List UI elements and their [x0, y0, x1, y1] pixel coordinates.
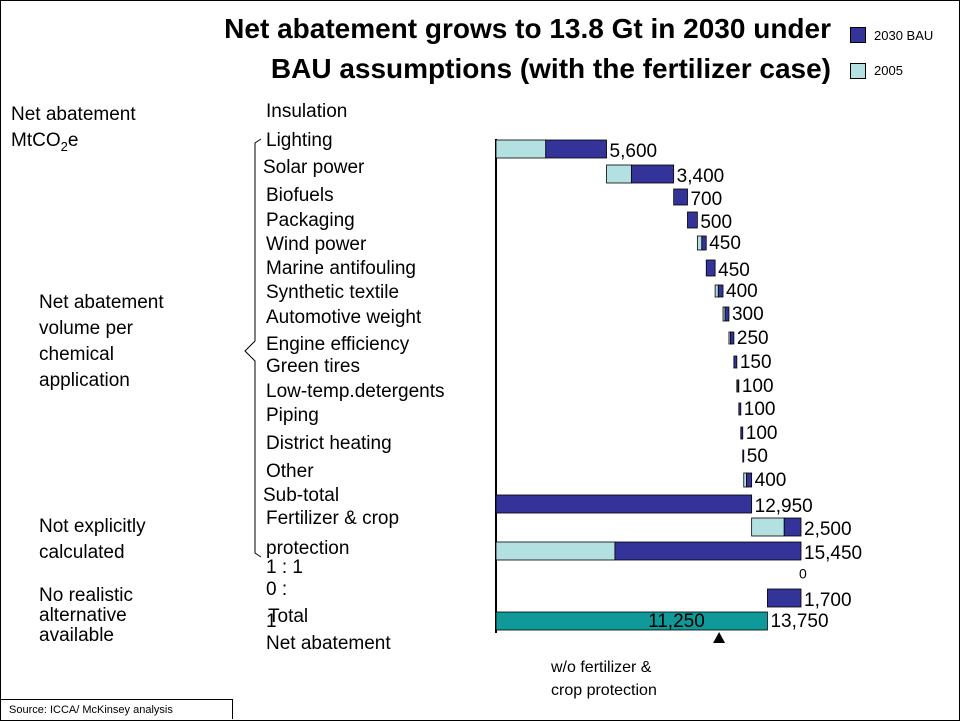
data-label-8: 250 — [737, 328, 769, 349]
row-label-automotive-weight: Automotive weight — [266, 307, 422, 328]
row-label-wind-power: Wind power — [266, 234, 367, 255]
row-label-sub-total: Sub-total — [263, 485, 340, 506]
data-label-1: 3,400 — [677, 166, 725, 187]
waterfall-bar-bau-2 — [673, 188, 688, 206]
row-label-total: Total — [268, 606, 309, 627]
row-label-low-temp-detergents: Low-temp.detergents — [266, 381, 445, 402]
waterfall-bar-bau-12 — [740, 426, 744, 440]
data-label-9: 150 — [740, 352, 772, 373]
row-label-ratio-1: 1 — [266, 611, 277, 632]
group-label-no-alternative: No realistic alternative available — [39, 585, 133, 646]
row-label-ratio-1-1: 1 : 1 — [266, 557, 303, 578]
waterfall-bar-bau-16 — [783, 517, 802, 537]
data-label-14: 400 — [755, 470, 787, 491]
row-label-fertilizer-line-2: protection — [266, 538, 350, 559]
waterfall-bar-bau-11 — [738, 402, 742, 416]
row-label-marine-antifouling: Marine antifouling — [266, 258, 416, 279]
data-label-16: 2,500 — [804, 519, 852, 540]
waterfall-bar-bau-15 — [495, 494, 753, 514]
title-line-1: Net abatement grows to 13.8 Gt in 2030 u… — [224, 13, 831, 44]
data-label-7: 300 — [732, 304, 764, 325]
waterfall-bar-bau-3 — [687, 211, 698, 229]
waterfall-bar-2005-14 — [743, 472, 747, 488]
waterfall-bar-bau-10 — [737, 379, 740, 393]
waterfall-bar-bau-4 — [701, 235, 707, 251]
brace-bracket — [244, 138, 262, 558]
data-label-15: 12,950 — [755, 496, 813, 517]
waterfall-bar-net-abatement — [495, 611, 768, 631]
data-label-5: 450 — [718, 260, 750, 281]
unit-label-line-1: Net abatement — [11, 104, 136, 125]
data-label-19: 1,700 — [804, 590, 852, 611]
legend-swatch-2005 — [850, 63, 866, 79]
group-label-per-application: Net abatement volume per chemical applic… — [39, 292, 164, 391]
waterfall-bar-bau-0 — [545, 139, 607, 159]
data-label-12: 100 — [746, 423, 778, 444]
source-note: Source: ICCA/ McKinsey analysis — [1, 699, 233, 719]
row-label-packaging: Packaging — [266, 210, 355, 231]
waterfall-bar-2005-16 — [751, 517, 785, 537]
data-label-11: 100 — [744, 399, 776, 420]
row-label-fertilizer-line-1: Fertilizer & crop — [266, 508, 400, 529]
data-label-0: 5,600 — [610, 141, 658, 162]
waterfall-bar-bau-8 — [730, 331, 735, 345]
data-label-4: 450 — [709, 233, 741, 254]
annotation-arrow-icon — [713, 632, 726, 643]
row-label-synthetic-textile: Synthetic textile — [266, 282, 400, 303]
waterfall-bar-bau-13 — [742, 449, 745, 463]
row-label-piping: Piping — [266, 405, 319, 426]
waterfall-bar-2005-1 — [606, 164, 632, 184]
row-label-solar-power: Solar power — [263, 157, 365, 178]
chart-title: Net abatement grows to 13.8 Gt in 2030 u… — [91, 9, 831, 89]
row-label-engine-efficiency: Engine efficiency — [266, 334, 410, 355]
row-label-other: Other — [266, 461, 314, 482]
row-label-ratio-0: 0 : — [266, 579, 288, 600]
waterfall-bar-2005-17 — [495, 541, 616, 561]
legend-label-2030-bau: 2030 BAU — [874, 28, 934, 43]
waterfall-bar-bau-17 — [614, 541, 802, 561]
data-label-6: 400 — [726, 281, 758, 302]
waterfall-bar-bau-19 — [767, 588, 802, 608]
row-label-district-heating: District heating — [266, 433, 392, 454]
waterfall-bar-2005-0 — [495, 139, 547, 159]
data-label-17: 15,450 — [804, 543, 862, 564]
waterfall-bar-2005-4 — [696, 235, 703, 251]
annotation-text: w/o fertilizer & crop protection — [551, 659, 657, 699]
data-label-18: 0 — [799, 566, 807, 582]
title-line-2: BAU assumptions (with the fertilizer cas… — [270, 53, 831, 84]
data-label-13: 50 — [747, 446, 768, 467]
data-label-10: 100 — [742, 376, 774, 397]
data-label-20: 13,750 — [770, 611, 828, 632]
waterfall-bar-2005-6 — [714, 284, 719, 298]
row-label-net-abatement: Net abatement — [266, 633, 391, 654]
unit-label-line-2: MtCO2e — [11, 130, 79, 154]
data-label-2: 700 — [690, 189, 722, 210]
data-label-3: 500 — [700, 212, 732, 233]
waterfall-bar-bau-6 — [717, 284, 724, 298]
row-label-biofuels: Biofuels — [266, 185, 334, 206]
waterfall-bar-bau-14 — [746, 472, 753, 488]
waterfall-bar-bau-7 — [724, 306, 730, 322]
group-label-not-calculated: Not explicitly calculated — [39, 516, 146, 563]
waterfall-bar-bau-1 — [630, 164, 675, 184]
legend-label-2005: 2005 — [874, 63, 903, 78]
data-label-inner: 11,250 — [648, 611, 705, 632]
waterfall-bar-bau-5 — [705, 259, 716, 277]
row-label-lighting: Lighting — [266, 130, 333, 151]
row-label-insulation: Insulation — [266, 101, 348, 122]
waterfall-bar-bau-9 — [733, 355, 738, 369]
legend-swatch-2030-bau — [850, 27, 866, 43]
row-label-green-tires: Green tires — [266, 356, 360, 377]
